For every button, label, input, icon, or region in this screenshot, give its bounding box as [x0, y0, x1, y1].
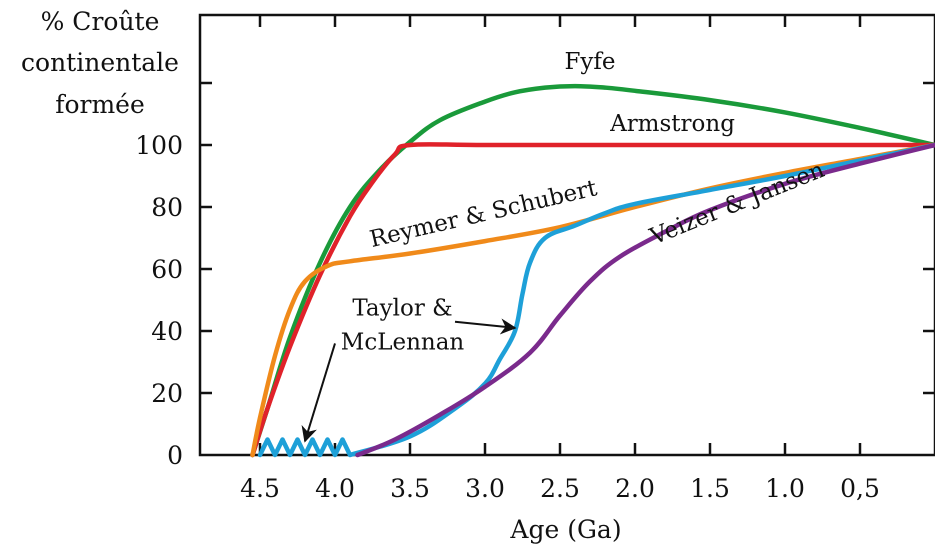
y-axis-title-line-3: formée — [55, 90, 145, 119]
x-tick-label: 0,5 — [840, 474, 880, 503]
y-tick-label: 100 — [135, 131, 183, 160]
x-tick-label: 2.0 — [615, 474, 655, 503]
plot-frame — [198, 13, 935, 457]
axis-ticks: 4.5 4.0 3.5 3.0 2.5 2.0 1.5 1.0 0,5 0 20 40 60 80 100 — [135, 15, 935, 503]
series-lines — [250, 83, 935, 458]
y-axis-title-line-1: % Croûte — [41, 7, 160, 36]
series-line-taylor-mclennan — [257, 142, 935, 458]
annotation-text: Taylor & — [352, 296, 452, 322]
series-line-veizer-jansen — [355, 142, 935, 458]
y-tick-label: 80 — [151, 193, 183, 222]
annotation-text: McLennan — [341, 330, 465, 356]
y-axis-title-line-2: continentale — [21, 48, 179, 77]
x-tick-label: 2.5 — [540, 474, 580, 503]
x-tick-label: 4.5 — [240, 474, 280, 503]
series-label: Veizer & Jansen — [646, 157, 829, 251]
x-tick-label: 4.0 — [315, 474, 355, 503]
x-axis-title: Age (Ga) — [509, 515, 621, 544]
y-axis-title: % Croûte continentale formée — [21, 7, 179, 119]
y-tick-label: 60 — [151, 255, 183, 284]
annotations: Taylor & McLennan — [301, 296, 517, 443]
annotation-arrow — [454, 318, 517, 335]
x-tick-label: 3.5 — [390, 474, 430, 503]
y-tick-label: 20 — [151, 379, 183, 408]
x-tick-label: 1.0 — [765, 474, 805, 503]
series-line-armstrong — [250, 141, 935, 458]
x-tick-label: 1.5 — [690, 474, 730, 503]
series-label: Armstrong — [609, 111, 735, 137]
y-tick-label: 0 — [167, 441, 183, 470]
annotation-arrow — [301, 343, 336, 443]
series-label: Fyfe — [564, 49, 615, 75]
series-line-fyfe — [250, 83, 935, 458]
series-line-reymer-schubert — [250, 142, 935, 458]
x-tick-label: 3.0 — [465, 474, 505, 503]
y-tick-label: 40 — [151, 317, 183, 346]
